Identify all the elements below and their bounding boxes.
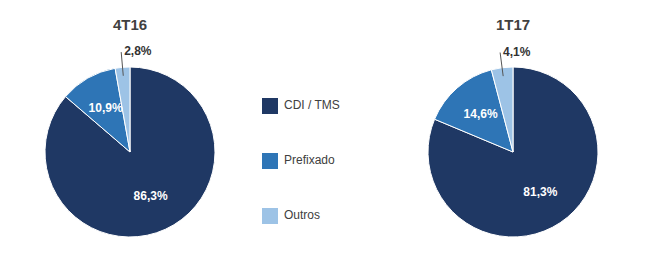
pie-slice	[45, 67, 215, 237]
pie-slice	[428, 67, 598, 237]
data-label: 10,9%	[89, 101, 123, 115]
pie-title: 1T17	[496, 16, 530, 33]
legend-swatch	[262, 208, 278, 224]
label-leader	[121, 52, 123, 76]
legend-swatch	[262, 153, 278, 169]
legend-label: Outros	[284, 208, 320, 222]
pie-1: 1T17	[428, 16, 598, 237]
data-label: 2,8%	[124, 44, 152, 58]
pie-title: 4T16	[113, 16, 147, 33]
pie-0: 4T16	[45, 16, 215, 237]
data-labels: 86,3% 10,9% 2,8%	[89, 44, 168, 203]
chart-container: 4T16 86,3% 10,9% 2,8% 1T17 81,3% 14,6% 4,1% CDI …	[0, 0, 649, 278]
legend: CDI / TMS Prefixado Outros	[262, 98, 340, 224]
legend-label: Prefixado	[284, 153, 335, 167]
data-label: 4,1%	[503, 45, 531, 59]
data-label: 14,6%	[464, 107, 498, 121]
data-label: 86,3%	[134, 189, 168, 203]
legend-label: CDI / TMS	[284, 98, 340, 112]
data-labels: 81,3% 14,6% 4,1%	[464, 45, 558, 200]
legend-swatch	[262, 98, 278, 114]
data-label: 81,3%	[523, 185, 557, 199]
chart-svg: 4T16 86,3% 10,9% 2,8% 1T17 81,3% 14,6% 4,1% CDI …	[0, 0, 649, 278]
